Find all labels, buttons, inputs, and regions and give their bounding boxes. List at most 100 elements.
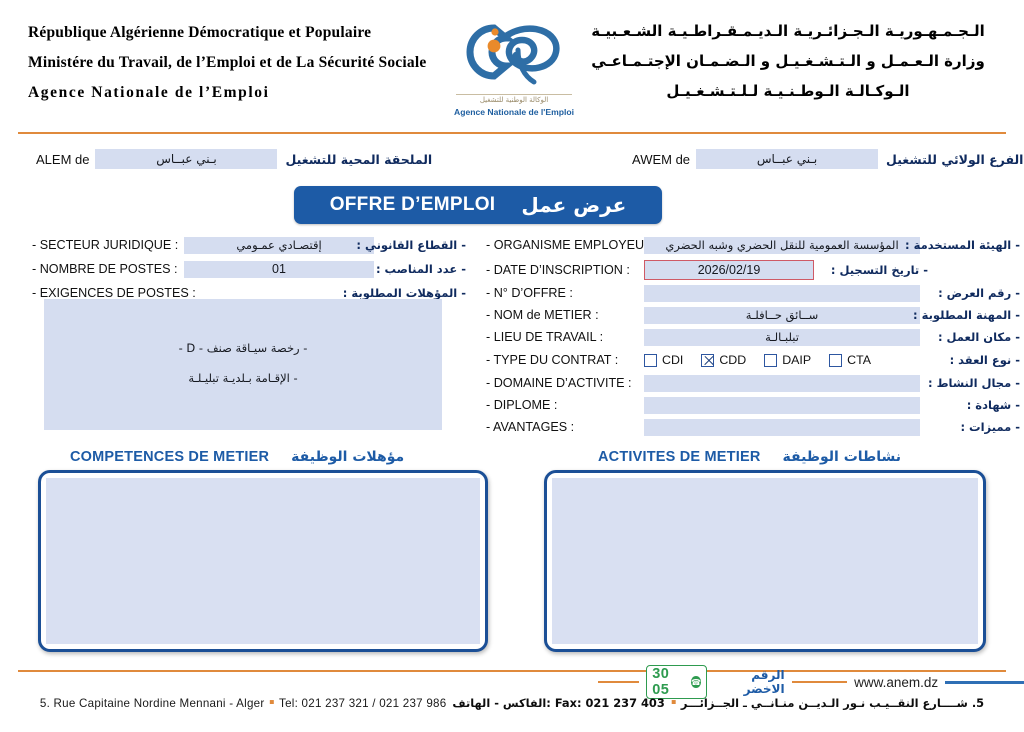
address-bullet-right: ▪	[670, 694, 681, 711]
awem-label-ar: الفرع الولائي للتشغيل	[886, 151, 1024, 167]
contract-option-cdi[interactable]: CDI	[644, 353, 683, 367]
website-url[interactable]: www.anem.dz	[854, 674, 939, 690]
checkbox-daip-icon[interactable]	[764, 353, 778, 367]
organisme-label-ar: - الهيئة المستخدمة :	[905, 238, 1020, 252]
checkbox-cta-icon[interactable]	[829, 353, 843, 367]
field-exigences-postes: - EXIGENCES DE POSTES : - المؤهلات المطل…	[32, 284, 470, 302]
type-contrat-label-fr: - TYPE DU CONTRAT :	[486, 353, 619, 367]
contract-option-cdd[interactable]: CDD	[701, 353, 746, 367]
diplome-value[interactable]	[644, 396, 920, 414]
address-bullet-left: ▪	[264, 694, 280, 711]
address-french: 5. Rue Capitaine Nordine Mennani - Alger	[39, 696, 265, 710]
nom-metier-label-fr: - NOM de METIER :	[486, 308, 599, 322]
competences-content[interactable]	[46, 478, 480, 644]
contract-option-cta[interactable]: CTA	[829, 353, 871, 367]
numero-offre-label-ar: - رقم العرض :	[938, 286, 1020, 300]
contract-option-daip-label: DAIP	[782, 353, 812, 367]
activites-heading: ACTIVITES DE METIER نشاطات الوظيفة	[598, 446, 901, 468]
field-secteur-juridique: - SECTEUR JURIDIQUE : إقتصـادي عمـومي - …	[32, 236, 470, 254]
avantages-label-ar: - مميزات :	[960, 420, 1020, 434]
domaine-activite-label-fr: - DOMAINE D’ACTIVITE :	[486, 376, 632, 390]
field-type-contrat: - TYPE DU CONTRAT : CDI CDD DAIP CTA	[486, 350, 1024, 370]
footer-dash-orange-right	[791, 680, 848, 684]
offer-title-banner: OFFRE D’EMPLOI عرض عمل	[294, 186, 662, 224]
contract-option-cdi-label: CDI	[662, 353, 684, 367]
anem-logo-mark	[466, 24, 560, 85]
header-ar-line-2: وزارة الـعـمـل و الـتـشـغـيـل و الـضـمـا…	[591, 52, 985, 70]
field-organisme-employeur: - ORGANISME EMPLOYEUR : المؤسسة العمومية…	[486, 236, 1024, 254]
field-diplome: - DIPLOME : - شهادة :	[486, 396, 1024, 414]
competences-box[interactable]	[38, 470, 488, 652]
alem-field: ALEM de بـني عبــاس الملحقة المحية للتشغ…	[36, 148, 432, 170]
secteur-juridique-label-fr: - SECTEUR JURIDIQUE :	[32, 238, 179, 252]
activites-content[interactable]	[552, 478, 978, 644]
type-contrat-label-ar: - نوع العقد :	[949, 353, 1020, 367]
nombre-postes-value[interactable]: 01	[184, 260, 374, 278]
alem-value[interactable]: بـني عبــاس	[95, 149, 278, 169]
logo-divider	[456, 94, 572, 95]
activites-title-fr: ACTIVITES DE METIER	[598, 449, 761, 465]
green-number-badge: 30 05 ☎	[646, 665, 708, 699]
awem-label-fr: AWEM de	[632, 151, 691, 167]
avantages-value[interactable]	[644, 418, 920, 436]
activites-title-ar: نشاطات الوظيفة	[782, 449, 901, 465]
address-arabic: 5. شــــارع النقــيـب نـور الـديــن منـا…	[680, 696, 985, 710]
header-ar-line-1: الـجـمـهـوريـة الـجـزائـريـة الـديـمـقـر…	[591, 22, 985, 40]
diplome-label-fr: - DIPLOME :	[486, 398, 558, 412]
green-number-value: 30 05	[652, 666, 670, 698]
awem-value[interactable]: بـني عبــاس	[696, 149, 879, 169]
banner-title-ar: عرض عمل	[521, 193, 627, 217]
footer-divider-rule	[18, 670, 1006, 672]
contract-type-options: CDI CDD DAIP CTA	[644, 353, 920, 367]
awem-field: AWEM de بـني عبــاس الفرع الولائي للتشغي…	[632, 148, 1023, 170]
document-footer	[0, 662, 1024, 732]
organisme-label-fr: - ORGANISME EMPLOYEUR :	[486, 238, 661, 252]
field-domaine-activite: - DOMAINE D’ACTIVITE : - مجال النشاط :	[486, 374, 1024, 392]
address-fax-arabic: Fax: 021 237 403 :الفاكس - الهاتف	[452, 696, 665, 710]
exigences-label-ar: - المؤهلات المطلوبة :	[342, 286, 466, 300]
branch-row: ALEM de بـني عبــاس الملحقة المحية للتشغ…	[0, 148, 1024, 172]
logo-french-caption: Agence Nationale de l'Emploi	[454, 107, 574, 117]
checkbox-cdd-icon[interactable]	[701, 353, 715, 367]
banner-title-fr: OFFRE D’EMPLOI	[329, 194, 496, 215]
nombre-postes-label-fr: - NOMBRE DE POSTES :	[32, 262, 178, 276]
nombre-postes-label-ar: - عدد المناصب :	[375, 262, 466, 276]
domaine-activite-value[interactable]	[644, 374, 920, 392]
competences-title-ar: مؤهلات الوظيفة	[291, 449, 405, 465]
field-avantages: - AVANTAGES : - مميزات :	[486, 418, 1024, 436]
competences-title-fr: COMPETENCES DE METIER	[70, 449, 270, 465]
organisme-value[interactable]: المؤسسة العمومية للنقل الحضري وشبه الحضر…	[644, 236, 920, 254]
exigences-line-2: - الإقـامة بـلديـة تبليـلـة	[188, 371, 298, 385]
exigences-label-fr: - EXIGENCES DE POSTES :	[32, 286, 196, 300]
numero-offre-value[interactable]	[644, 284, 920, 302]
checkbox-cdi-icon[interactable]	[644, 353, 657, 367]
contract-option-daip[interactable]: DAIP	[764, 353, 811, 367]
activites-box[interactable]	[544, 470, 986, 652]
header-fr-line-3: Agence Nationale de l’Emploi	[28, 84, 270, 101]
anem-logo: الوكالة الوطنية للتشغيل Agence Nationale…	[448, 16, 580, 122]
header-arabic-title: الـجـمـهـوريـة الـجـزائـريـة الـديـمـقـر…	[578, 16, 998, 106]
date-inscription-label-ar: - تاريخ التسجيل :	[830, 263, 928, 277]
footer-address-line: 5. Rue Capitaine Nordine Mennani - Alger…	[0, 693, 1024, 713]
field-nom-metier: - NOM de METIER : ســائق حــافلـة - المه…	[486, 306, 1024, 324]
exigences-textbox[interactable]: - رخصة سيـاقة صنف - D - - الإقـامة بـلدي…	[44, 299, 442, 430]
footer-contact-strip: 30 05 ☎ الرقم الاخضر www.anem.dz	[598, 665, 1024, 699]
lieu-travail-label-fr: - LIEU DE TRAVAIL :	[486, 330, 604, 344]
field-nombre-postes: - NOMBRE DE POSTES : 01 - عدد المناصب :	[32, 260, 470, 278]
alem-label-ar: الملحقة المحية للتشغيل	[285, 151, 433, 167]
lieu-travail-value[interactable]: تبلبـالـة	[644, 328, 920, 346]
nom-metier-value[interactable]: ســائق حــافلـة	[644, 306, 920, 324]
field-lieu-travail: - LIEU DE TRAVAIL : تبلبـالـة - مكان الع…	[486, 328, 1024, 346]
footer-dash-orange-left	[598, 680, 640, 684]
secteur-juridique-value[interactable]: إقتصـادي عمـومي	[184, 236, 374, 254]
domaine-activite-label-ar: - مجال النشاط :	[927, 376, 1020, 390]
contract-option-cdd-label: CDD	[719, 353, 747, 367]
date-inscription-value[interactable]: 2026/02/19	[644, 260, 814, 280]
phone-icon: ☎	[690, 676, 702, 688]
exigences-line-1: - رخصة سيـاقة صنف - D -	[178, 341, 308, 355]
field-date-inscription: - DATE D’INSCRIPTION : 2026/02/19 - تاري…	[486, 259, 1024, 281]
footer-dash-blue	[945, 680, 1024, 684]
green-number-label-ar: الرقم الاخضر	[743, 668, 785, 696]
contract-option-cta-label: CTA	[847, 353, 871, 367]
